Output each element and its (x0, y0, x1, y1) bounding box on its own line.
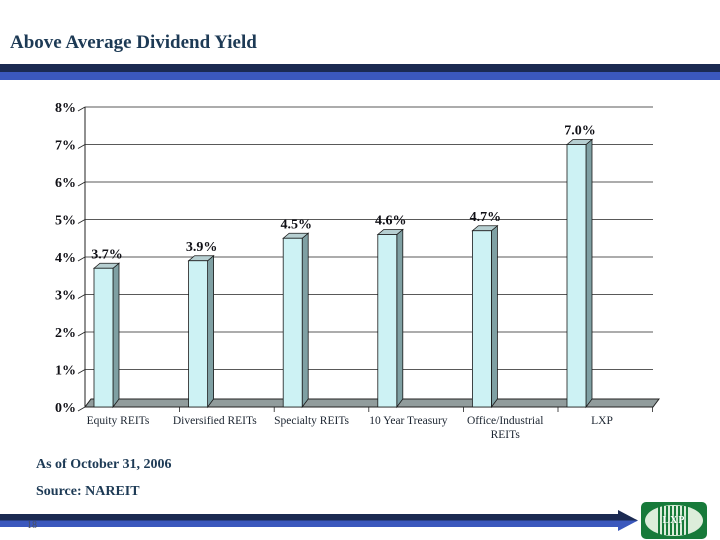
arrow-navy-band (0, 514, 618, 521)
bar-front-face (377, 234, 398, 408)
y-tick-label: 3% (55, 289, 76, 304)
as-of-date-note: As of October 31, 2006 (36, 457, 172, 472)
y-tick-label: 7% (55, 139, 76, 154)
bar-value-label: 7.0% (564, 124, 596, 139)
bar-value-label: 3.9% (186, 240, 218, 255)
y-axis-tick (77, 369, 86, 374)
y-axis-tick (77, 406, 86, 412)
lxp-logo: LXP (641, 502, 707, 539)
arrow-blue-band (0, 520, 618, 527)
bar-front-face (188, 260, 209, 408)
page-number: 18 (27, 520, 37, 531)
bar-value-label: 4.6% (375, 214, 407, 229)
dividend-yield-bar-chart: 0% 1% 2% 3% 4% 5% 6% 7% 8% 3.7% Equity REITs 3.9% Di… (55, 101, 660, 441)
y-tick-label: 5% (55, 214, 76, 229)
y-axis-tick (77, 144, 86, 149)
logo-text: LXP (662, 515, 686, 526)
bar-2: 3.9% (186, 240, 218, 409)
y-tick-label: 2% (55, 326, 76, 341)
y-tick-label: 1% (55, 364, 76, 379)
x-category-label: Equity REITs (87, 415, 150, 427)
y-tick-label: 0% (55, 401, 76, 416)
bar-side-face (585, 138, 593, 409)
arrow-head-bottom (618, 520, 638, 531)
y-axis-tick (77, 331, 86, 337)
bar-1: 3.7% (91, 247, 123, 409)
x-category-label: LXP (591, 415, 613, 427)
page-title: Above Average Dividend Yield (10, 32, 257, 53)
x-category-label: Specialty REITs (274, 415, 349, 427)
y-axis-tick (77, 106, 86, 112)
title-divider-blue-bar (0, 72, 720, 80)
y-axis-tick (77, 256, 86, 262)
bar-side-face (490, 224, 498, 409)
bottom-arrow-divider (0, 510, 638, 531)
y-axis-tick (77, 181, 86, 187)
y-tick-label: 4% (55, 251, 76, 266)
source-note: Source: NAREIT (36, 484, 140, 499)
bar-value-label: 4.7% (470, 210, 502, 225)
bar-value-label: 4.5% (280, 217, 312, 232)
chart-floor (84, 398, 660, 408)
bar-front-face (471, 230, 492, 408)
bar-side-face (396, 228, 404, 409)
bar-6: 7.0% (564, 124, 596, 409)
bar-4: 4.6% (375, 214, 407, 409)
arrow-head-top (618, 510, 638, 521)
y-axis-tick (77, 219, 86, 224)
bar-5: 4.7% (470, 210, 502, 409)
bar-front-face (282, 237, 303, 408)
bar-side-face (207, 254, 215, 409)
bar-side-face (112, 262, 120, 409)
bar-3: 4.5% (280, 217, 312, 409)
y-tick-label: 6% (55, 176, 76, 191)
x-category-label: 10 Year Treasury (369, 415, 448, 427)
logo-stripes-icon (658, 506, 690, 535)
x-category-label: Office/Industrial (467, 415, 543, 427)
x-category-label: Diversified REITs (173, 415, 257, 427)
bar-side-face (301, 232, 309, 409)
bar-front-face (566, 144, 587, 408)
title-divider-navy-bar (0, 64, 720, 72)
y-tick-label: 8% (55, 101, 76, 116)
y-axis-tick (77, 294, 86, 299)
bar-value-label: 3.7% (91, 247, 123, 262)
bar-front-face (93, 267, 114, 408)
x-category-label: REITs (491, 429, 521, 441)
